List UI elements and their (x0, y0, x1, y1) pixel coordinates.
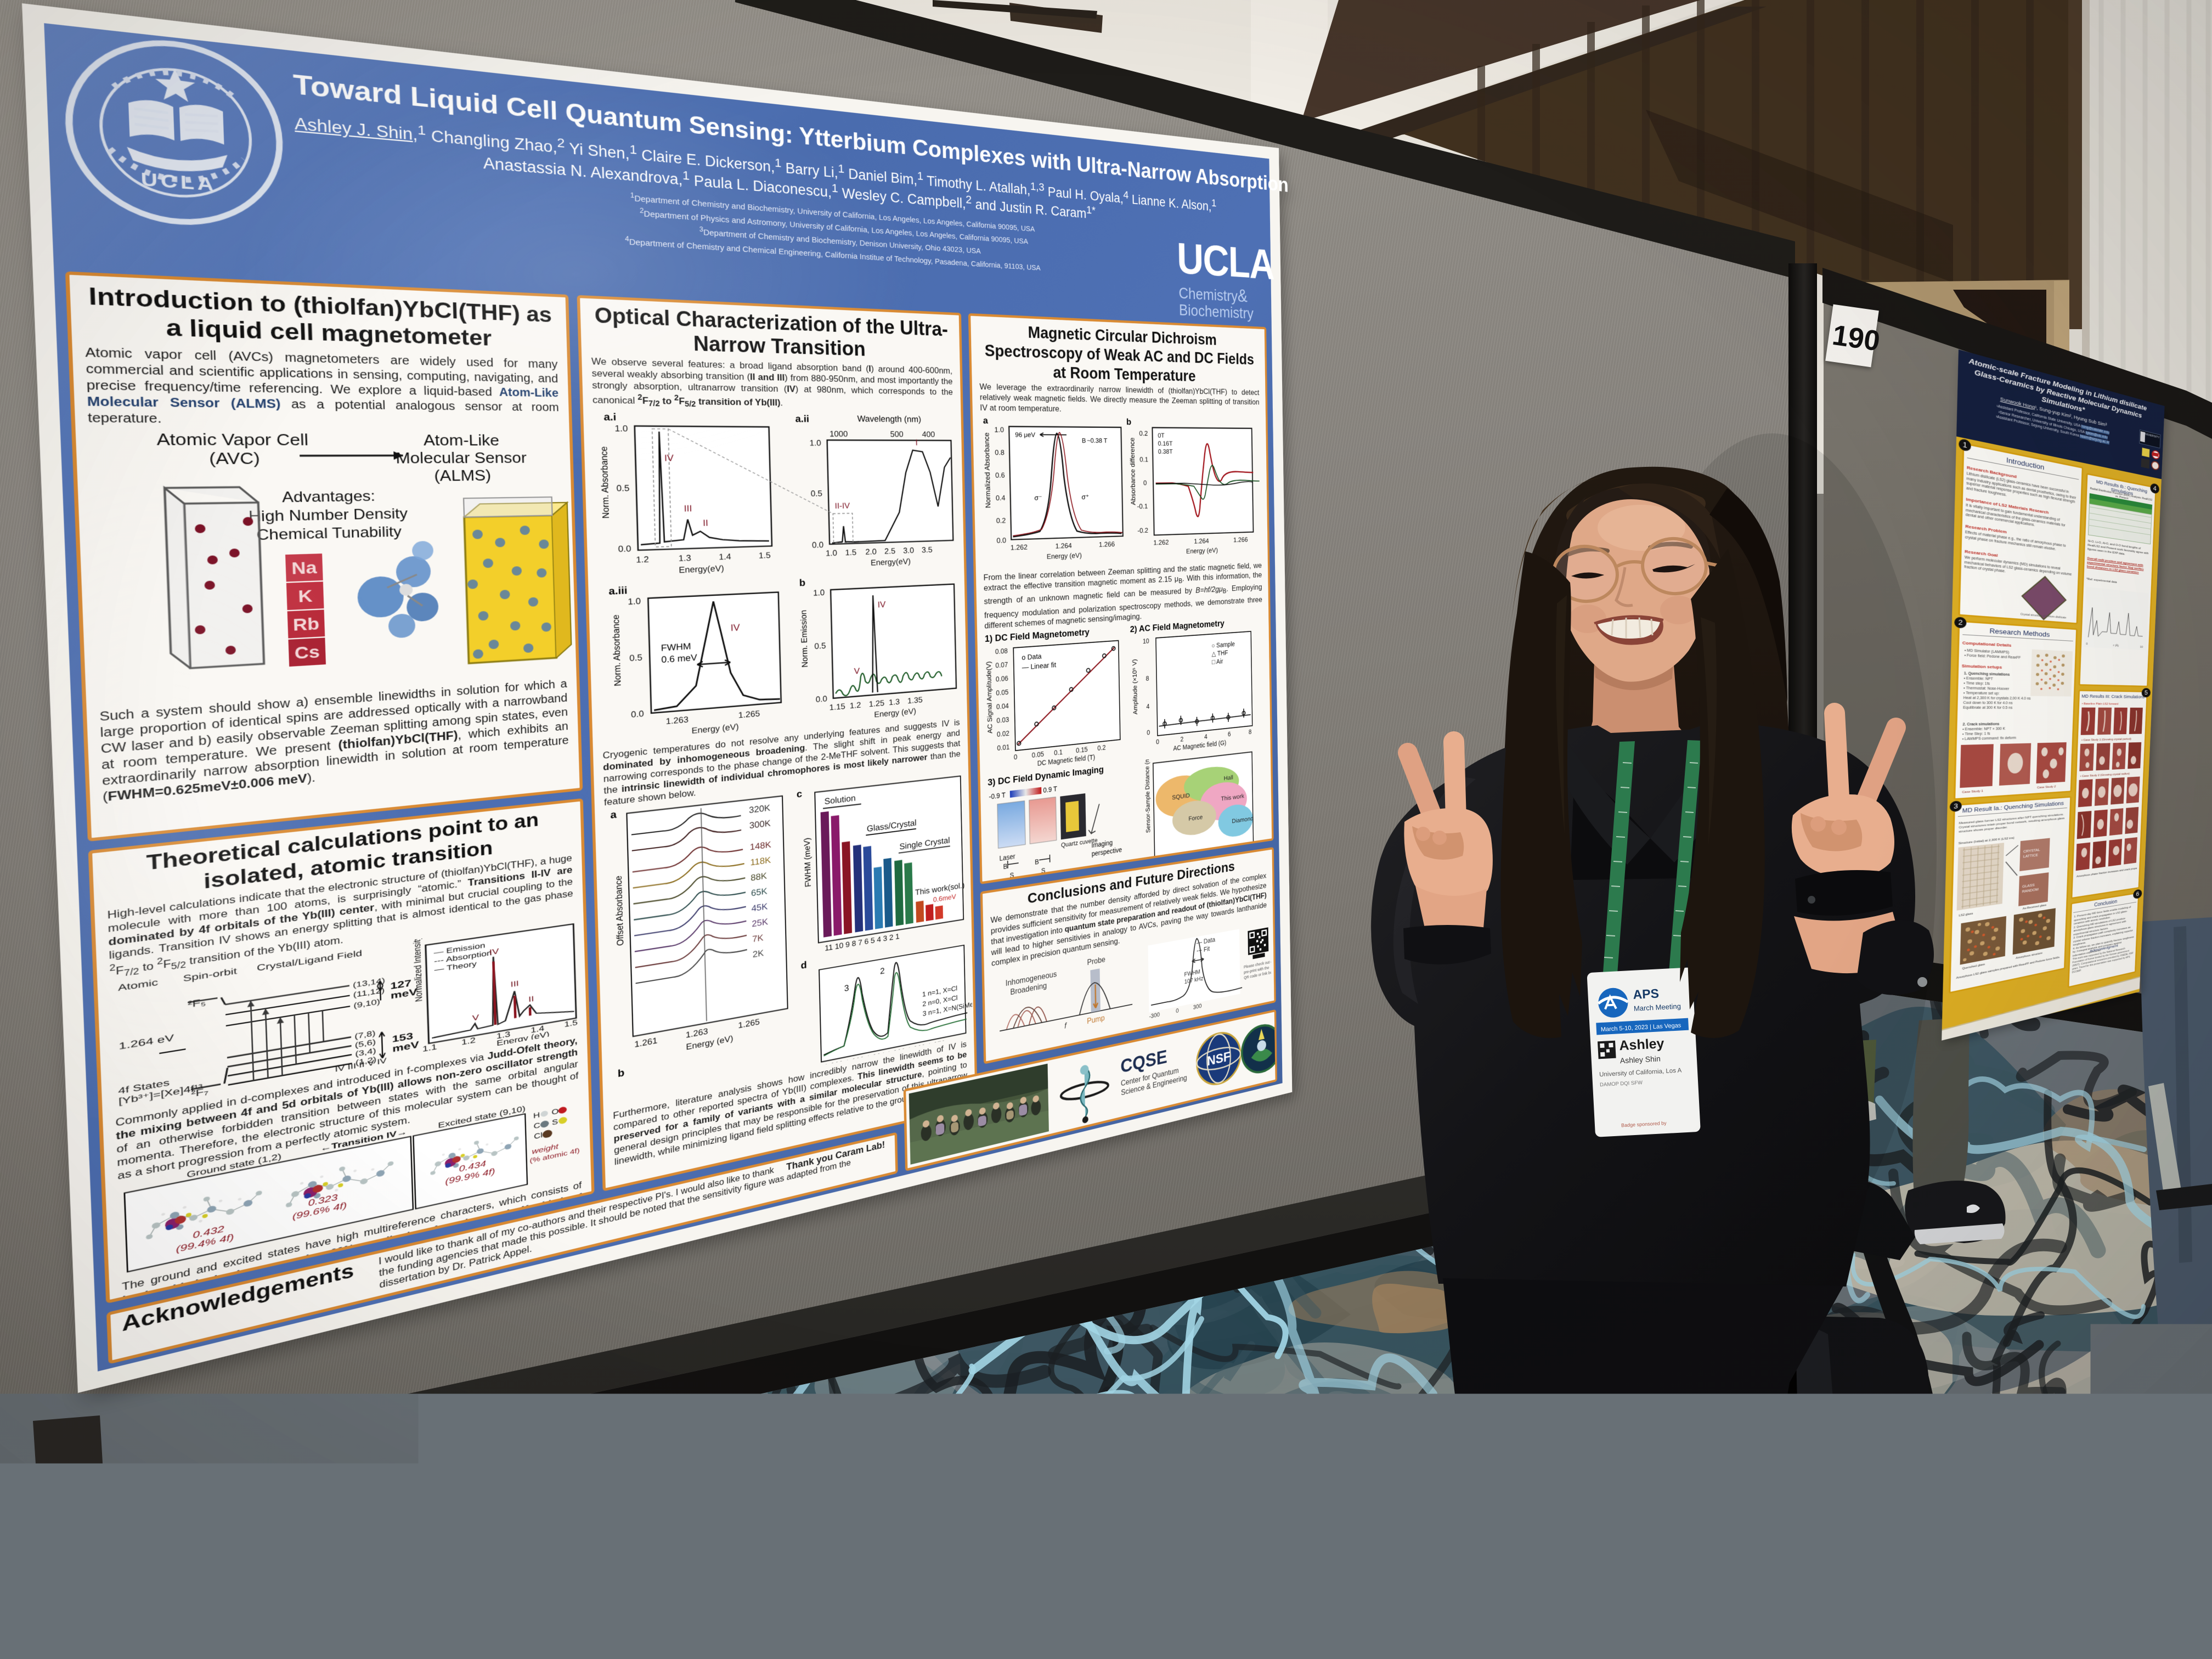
svg-text:Ashley: Ashley (1619, 1036, 1664, 1053)
svg-text:APS: APS (1633, 986, 1660, 1001)
